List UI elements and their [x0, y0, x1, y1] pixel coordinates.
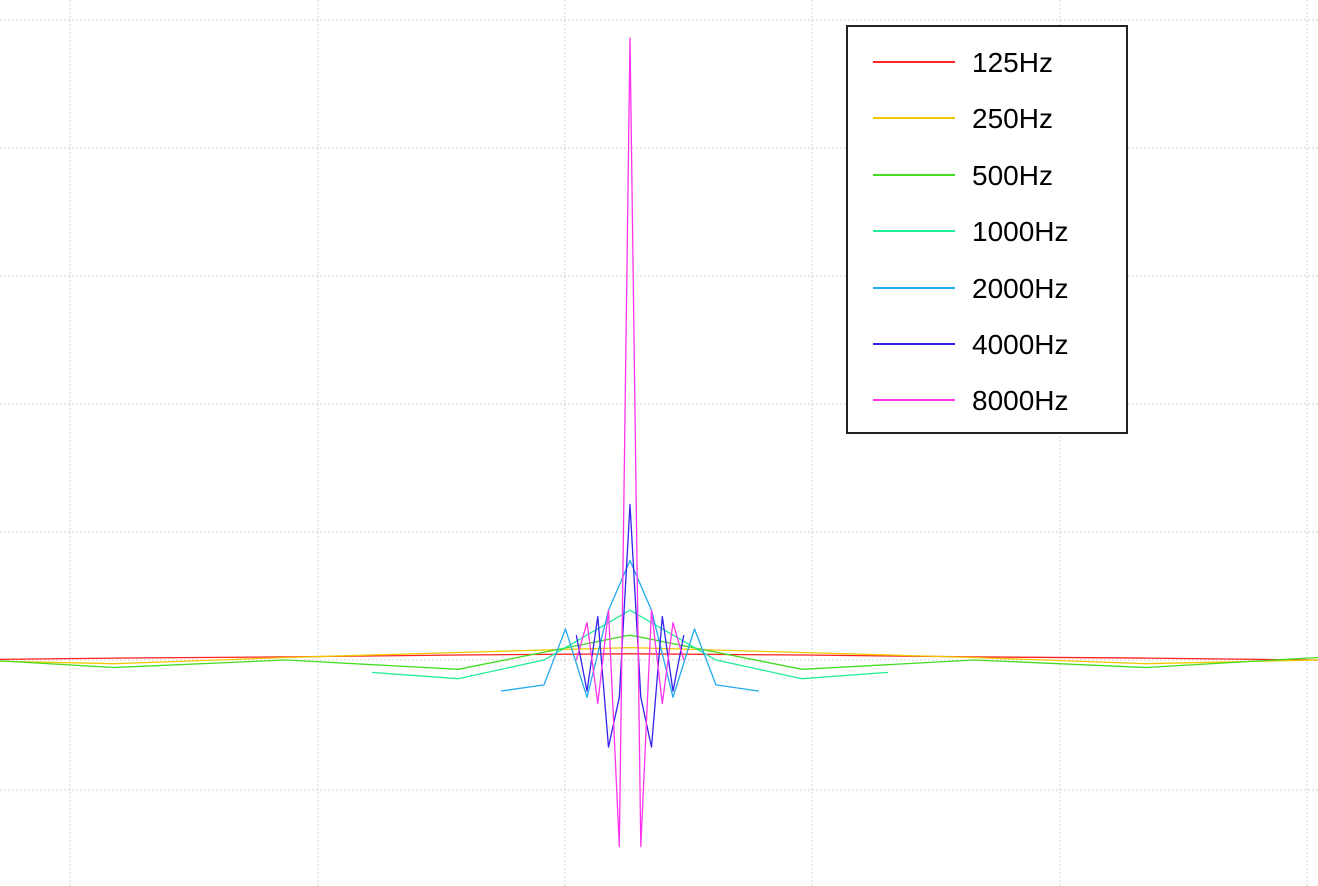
legend-label: 250Hz — [972, 103, 1053, 134]
series-line-250hz — [0, 646, 1318, 665]
legend-entry: 4000Hz — [873, 329, 1069, 360]
legend-frame — [846, 25, 1128, 434]
legend-label: 1000Hz — [972, 216, 1069, 247]
series-line-8000hz — [575, 37, 685, 848]
legend: 125Hz 250Hz 500Hz 1000Hz 2000Hz 4000Hz 8… — [846, 25, 1128, 434]
series-line-500hz — [0, 634, 1318, 670]
legend-entry: 250Hz — [873, 103, 1053, 134]
legend-entry: 500Hz — [873, 160, 1053, 191]
legend-entry: 8000Hz — [873, 385, 1069, 416]
legend-label: 125Hz — [972, 47, 1053, 78]
legend-label: 8000Hz — [972, 385, 1069, 416]
series-line-125hz — [0, 653, 1318, 661]
legend-label: 2000Hz — [972, 273, 1069, 304]
legend-label: 500Hz — [972, 160, 1053, 191]
series-line-2000hz — [500, 559, 760, 698]
legend-entry: 2000Hz — [873, 273, 1069, 304]
series-lines — [0, 37, 1318, 848]
legend-entry: 125Hz — [873, 47, 1053, 78]
legend-label: 4000Hz — [972, 329, 1069, 360]
legend-entry: 1000Hz — [873, 216, 1069, 247]
series-line-1000hz — [371, 609, 889, 680]
series-line-4000hz — [575, 503, 685, 748]
